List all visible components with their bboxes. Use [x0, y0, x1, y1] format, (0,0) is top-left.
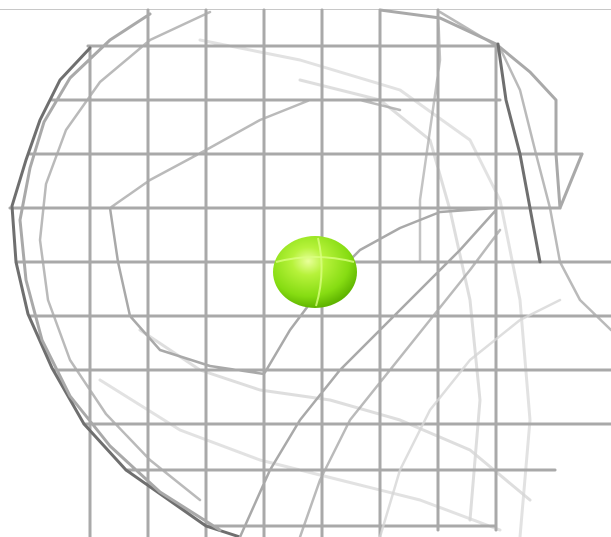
head-contour — [496, 42, 542, 264]
head-outline — [10, 46, 242, 537]
face-strand — [238, 208, 498, 537]
head-contour — [558, 152, 584, 210]
head-contour — [18, 12, 222, 532]
face-strand — [262, 206, 498, 376]
head-contour — [438, 10, 611, 332]
wire-strand — [98, 378, 502, 532]
face-strand — [378, 298, 562, 537]
wire-strand — [138, 328, 532, 502]
face-strand — [108, 206, 266, 376]
head-contour — [38, 10, 212, 502]
face-strand — [418, 8, 442, 264]
wireframe-front-strands — [10, 8, 611, 537]
face-strand — [298, 228, 502, 537]
wire-strand — [198, 38, 532, 537]
face-strand — [108, 98, 402, 210]
target-sphere[interactable] — [273, 236, 357, 308]
head-contour — [378, 8, 562, 210]
wireframe-grid — [8, 8, 611, 537]
viewport-top-border — [0, 9, 611, 10]
